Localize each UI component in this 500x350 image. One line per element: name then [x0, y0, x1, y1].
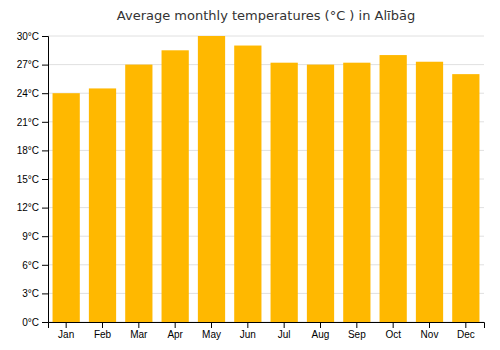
tick: Jul [278, 322, 291, 340]
tick: 24°C [17, 88, 48, 99]
tick: 0°C [22, 317, 48, 328]
tick-mark [42, 122, 48, 123]
tick-mark [320, 322, 321, 328]
tick: Feb [94, 322, 112, 340]
tick: Aug [312, 322, 330, 340]
tick: Oct [385, 322, 401, 340]
bar [343, 63, 370, 322]
tick: May [202, 322, 221, 340]
y-axis: 0°C 3°C 6°C 9°C 12°C 15°C 18°C 21°C 24°C 27°C 30°C [17, 31, 49, 328]
tick-label: 27°C [17, 59, 39, 70]
tick: 15°C [17, 174, 48, 185]
grid [48, 36, 484, 322]
axis-line [42, 37, 49, 323]
tick: 3°C [22, 288, 48, 299]
tick-label: Nov [421, 329, 439, 340]
tick-label: 12°C [17, 202, 39, 213]
tick-mark [42, 322, 48, 323]
tick: 18°C [17, 145, 48, 156]
bar [380, 55, 407, 322]
tick: 9°C [22, 231, 48, 242]
tick-mark [42, 36, 48, 37]
tick-label: Mar [130, 329, 148, 340]
tick-label: 21°C [17, 117, 39, 128]
tick-mark [429, 322, 430, 328]
tick-mark [42, 93, 48, 94]
tick-label: 0°C [22, 317, 39, 328]
tick-mark [42, 65, 48, 66]
tick-label: Aug [312, 329, 330, 340]
tick: Jan [58, 322, 74, 340]
tick: 30°C [17, 31, 48, 42]
tick: Mar [130, 322, 148, 340]
bar [198, 36, 225, 322]
tick: Sep [348, 322, 366, 340]
tick-label: Apr [167, 329, 183, 340]
tick: 6°C [22, 260, 48, 271]
tick-label: Jan [58, 329, 74, 340]
tick-label: 24°C [17, 88, 39, 99]
bar [271, 63, 298, 322]
bar [307, 65, 334, 322]
grid-line [48, 36, 484, 37]
tick-mark [284, 322, 285, 328]
tick-mark [211, 322, 212, 328]
tick-label: 18°C [17, 145, 39, 156]
tick-mark [465, 322, 466, 328]
tick-mark [66, 322, 67, 328]
tick-mark [138, 322, 139, 328]
tick: 21°C [17, 117, 48, 128]
tick: Dec [457, 322, 475, 340]
tick-mark [42, 265, 48, 266]
axis-line [49, 323, 485, 329]
bar [89, 88, 116, 322]
tick-label: Jun [240, 329, 256, 340]
bar [53, 93, 80, 322]
tick: 12°C [17, 202, 48, 213]
tick-mark [42, 208, 48, 209]
tick: 27°C [17, 59, 48, 70]
tick-label: May [202, 329, 221, 340]
tick-label: 15°C [17, 174, 39, 185]
tick-label: 9°C [22, 231, 39, 242]
tick-mark [42, 293, 48, 294]
tick: Apr [167, 322, 183, 340]
bars [53, 36, 480, 322]
tick-mark [393, 322, 394, 328]
tick-label: Dec [457, 329, 475, 340]
tick: Jun [240, 322, 256, 340]
tick-label: Sep [348, 329, 366, 340]
title: Average monthly temperatures (°C ) in Al… [117, 8, 415, 23]
tick-label: Feb [94, 329, 112, 340]
tick-mark [102, 322, 103, 328]
tick-label: 30°C [17, 31, 39, 42]
chart: Jan Feb Mar Apr May Jun Jul Aug Sep Oct Nov Dec 0°C 3… [0, 0, 500, 350]
tick-mark [42, 179, 48, 180]
tick-mark [42, 236, 48, 237]
tick-label: 6°C [22, 260, 39, 271]
tick-mark [175, 322, 176, 328]
plot: Jan Feb Mar Apr May Jun Jul Aug Sep Oct Nov Dec 0°C 3… [17, 31, 485, 340]
tick: Nov [421, 322, 439, 340]
tick-mark [247, 322, 248, 328]
tick-mark [42, 150, 48, 151]
bar [416, 62, 443, 322]
tick-label: Jul [278, 329, 291, 340]
tick-label: Oct [385, 329, 401, 340]
x-axis: Jan Feb Mar Apr May Jun Jul Aug Sep Oct Nov Dec [49, 322, 485, 340]
bar [125, 65, 152, 322]
tick-mark [356, 322, 357, 328]
bar [234, 46, 261, 322]
bar [162, 50, 189, 322]
tick-label: 3°C [22, 288, 39, 299]
bar [452, 74, 479, 322]
